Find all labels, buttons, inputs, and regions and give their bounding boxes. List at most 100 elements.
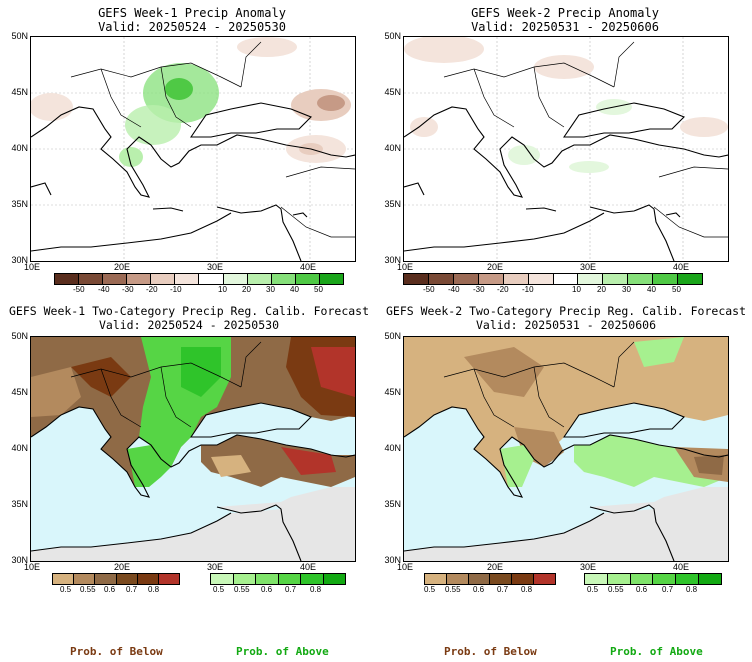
colorbar-swatch [256, 574, 279, 584]
colorbar-tick: 0.7 [497, 585, 509, 594]
prob-above-colorbar [584, 573, 722, 585]
colorbar-swatch [653, 274, 679, 284]
lat-label: 30N [384, 555, 401, 565]
lon-label: 40E [673, 562, 690, 572]
lat-label: 40N [11, 443, 28, 453]
lon-label: 30E [580, 562, 597, 572]
colorbar-swatch [271, 274, 296, 284]
colorbar-swatch [503, 274, 529, 284]
map-week1-two-category [30, 336, 356, 562]
anomaly-colorbar [403, 273, 703, 285]
panel-title: GEFS Week-1 Precip Anomaly Valid: 202505… [30, 6, 354, 34]
panel-title-text: GEFS Week-1 Two-Category Precip Reg. Cal… [8, 304, 370, 318]
anomaly-colorbar [54, 273, 344, 285]
lon-label: 20E [114, 562, 131, 572]
colorbar-tick: 0.8 [310, 585, 322, 594]
colorbar-tick: 30 [622, 285, 631, 294]
colorbar-swatch [278, 574, 301, 584]
lon-label: 30E [207, 562, 224, 572]
colorbar-swatch [95, 574, 117, 584]
borders [443, 41, 728, 238]
lon-label: 10E [24, 262, 41, 272]
colorbar-swatch [158, 574, 180, 584]
colorbar-tick: 10 [572, 285, 581, 294]
colorbar-swatch [678, 274, 703, 284]
lat-label: 45N [384, 387, 401, 397]
lon-label: 30E [207, 262, 224, 272]
panel-valid-text: Valid: 20250531 - 20250606 [471, 20, 659, 34]
map-canvas [31, 37, 355, 261]
lon-label: 20E [487, 262, 504, 272]
colorbar-swatch [53, 574, 75, 584]
colorbar-tick: -20 [146, 285, 158, 294]
prob-below-caption: Prob. of Below [70, 645, 163, 658]
map-canvas [404, 37, 728, 261]
colorbar-tick: 0.5 [213, 585, 225, 594]
lat-label: 50N [11, 331, 28, 341]
colorbar-swatch [528, 274, 554, 284]
lat-label: 40N [384, 143, 401, 153]
lat-label: 40N [384, 443, 401, 453]
lat-label: 35N [384, 199, 401, 209]
lat-label: 40N [11, 143, 28, 153]
panel-title-text: GEFS Week-2 Two-Category Precip Reg. Cal… [385, 304, 747, 318]
colorbar-tick: -10 [170, 285, 182, 294]
colorbar-swatch [607, 574, 631, 584]
colorbar-swatch [453, 274, 479, 284]
lon-label: 40E [300, 262, 317, 272]
colorbar-swatch [653, 574, 677, 584]
prob-below-colorbar [424, 573, 556, 585]
panel-title-text: GEFS Week-2 Precip Anomaly [471, 6, 659, 20]
panel-valid-text: Valid: 20250531 - 20250606 [475, 318, 656, 332]
prob-below-caption: Prob. of Below [444, 645, 537, 658]
colorbar-swatch [699, 574, 721, 584]
colorbar-tick: 0.7 [662, 585, 674, 594]
lat-label: 30N [384, 255, 401, 265]
colorbar-swatch [79, 274, 104, 284]
colorbar-swatch [628, 274, 654, 284]
colorbar-swatch [295, 274, 320, 284]
colorbar-swatch [553, 274, 579, 284]
colorbar-tick: 0.55 [234, 585, 250, 594]
lat-label: 50N [384, 331, 401, 341]
colorbar-tick: 20 [597, 285, 606, 294]
lat-label: 30N [11, 555, 28, 565]
lon-label: 10E [24, 562, 41, 572]
colorbar-tick: 0.8 [686, 585, 698, 594]
colorbar-swatch [630, 574, 654, 584]
lat-label: 45N [11, 387, 28, 397]
colorbar-swatch [175, 274, 200, 284]
lon-label: 10E [397, 562, 414, 572]
panel-title-text: GEFS Week-1 Precip Anomaly [98, 6, 286, 20]
lat-label: 35N [11, 499, 28, 509]
lon-label: 30E [580, 262, 597, 272]
coastlines [404, 102, 728, 261]
lat-label: 45N [384, 87, 401, 97]
colorbar-tick: -10 [522, 285, 534, 294]
lat-label: 45N [11, 87, 28, 97]
lon-label: 40E [673, 262, 690, 272]
probability-field [404, 337, 728, 561]
colorbar-swatch [404, 274, 429, 284]
colorbar-swatch [578, 274, 604, 284]
colorbar-swatch [585, 574, 608, 584]
colorbar-tick: -30 [122, 285, 134, 294]
lat-label: 50N [384, 31, 401, 41]
panel-title: GEFS Week-1 Two-Category Precip Reg. Cal… [8, 304, 370, 332]
colorbar-swatch [512, 574, 535, 584]
borders [443, 341, 635, 428]
lat-label: 30N [11, 255, 28, 265]
colorbar-tick: 0.55 [608, 585, 624, 594]
colorbar-tick: -40 [98, 285, 110, 294]
colorbar-swatch [676, 574, 700, 584]
colorbar-swatch [446, 574, 469, 584]
colorbar-tick: 40 [290, 285, 299, 294]
colorbar-tick: -50 [73, 285, 85, 294]
panel-valid-text: Valid: 20250524 - 20250530 [98, 20, 286, 34]
map-week1-anomaly [30, 36, 356, 262]
colorbar-tick: 50 [672, 285, 681, 294]
colorbar-swatch [211, 574, 234, 584]
colorbar-swatch [55, 274, 80, 284]
coastlines [404, 402, 728, 561]
colorbar-tick: 0.7 [285, 585, 297, 594]
